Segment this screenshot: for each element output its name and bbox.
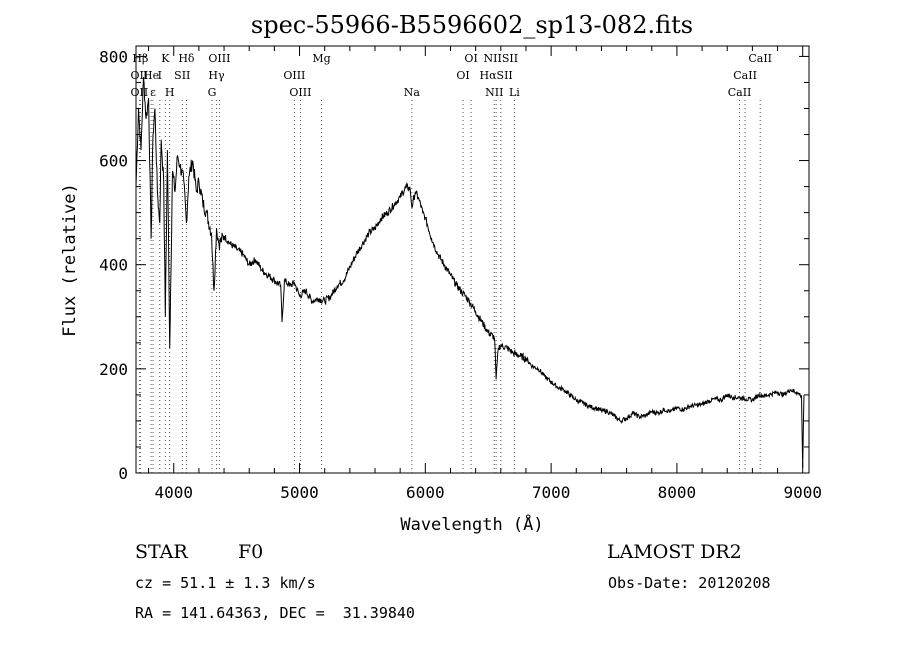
observation-date: Obs-Date: 20120208 [608, 574, 771, 592]
line-label: Na [404, 86, 421, 99]
y-axis: 0 200 400 600 800 [99, 47, 809, 483]
x-tick-label: 4000 [154, 483, 193, 502]
line-label: G [208, 86, 217, 99]
y-tick-label: 200 [99, 360, 128, 379]
line-label: SII [174, 69, 190, 82]
line-label: I [158, 69, 162, 82]
line-label: OII [131, 86, 149, 99]
line-label: H [165, 86, 175, 99]
line-label: OIII [283, 69, 305, 82]
x-tick-label: 6000 [406, 483, 445, 502]
survey-name: LAMOST DR2 [607, 541, 742, 563]
line-label: Hδ [178, 52, 195, 65]
line-label: OIII [289, 86, 311, 99]
line-label: OIII [208, 52, 230, 65]
y-tick-label: 400 [99, 256, 128, 275]
line-label: Hγ [208, 69, 225, 82]
line-label: CaII [748, 52, 772, 65]
line-label: CaII [728, 86, 752, 99]
spectrum-line [135, 77, 805, 468]
line-label: HαSII [480, 69, 513, 82]
spectral-line-markers [138, 100, 761, 473]
line-label: OI [464, 52, 477, 65]
y-tick-label: 800 [99, 47, 128, 66]
y-tick-label: 0 [118, 464, 128, 483]
x-tick-label: 8000 [658, 483, 697, 502]
spectral-line-labels: Hβ K Hδ OIII Mg OI NIISII CaII OII HeI SII Hγ OIII OI… [131, 52, 772, 99]
line-label: He [143, 69, 159, 82]
x-tick-label: 9000 [783, 483, 822, 502]
line-label: Hβ [132, 52, 148, 65]
line-label: ε [150, 86, 156, 99]
line-label: OI [456, 69, 469, 82]
y-tick-label: 600 [99, 152, 128, 171]
x-tick-label: 7000 [532, 483, 571, 502]
x-axis: 4000 5000 6000 7000 8000 9000 [148, 46, 822, 502]
redshift-velocity: cz = 51.1 ± 1.3 km/s [135, 574, 316, 592]
plot-frame [135, 45, 810, 474]
line-label: NIISII [484, 52, 519, 65]
line-label: CaII [733, 69, 757, 82]
line-label: Mg [312, 52, 330, 65]
line-label: K [161, 52, 170, 65]
line-label: Li [509, 86, 520, 99]
x-axis-label: Wavelength (Å) [400, 513, 543, 535]
object-type: STAR [135, 541, 188, 563]
chart-title: spec-55966-B5596602_sp13-082.fits [251, 11, 693, 39]
x-tick-label: 5000 [280, 483, 319, 502]
y-axis-label: Flux (relative) [60, 183, 80, 337]
coordinates: RA = 141.64363, DEC = 31.39840 [135, 604, 415, 622]
spectral-subclass: F0 [238, 541, 264, 563]
line-label: NII [485, 86, 503, 99]
